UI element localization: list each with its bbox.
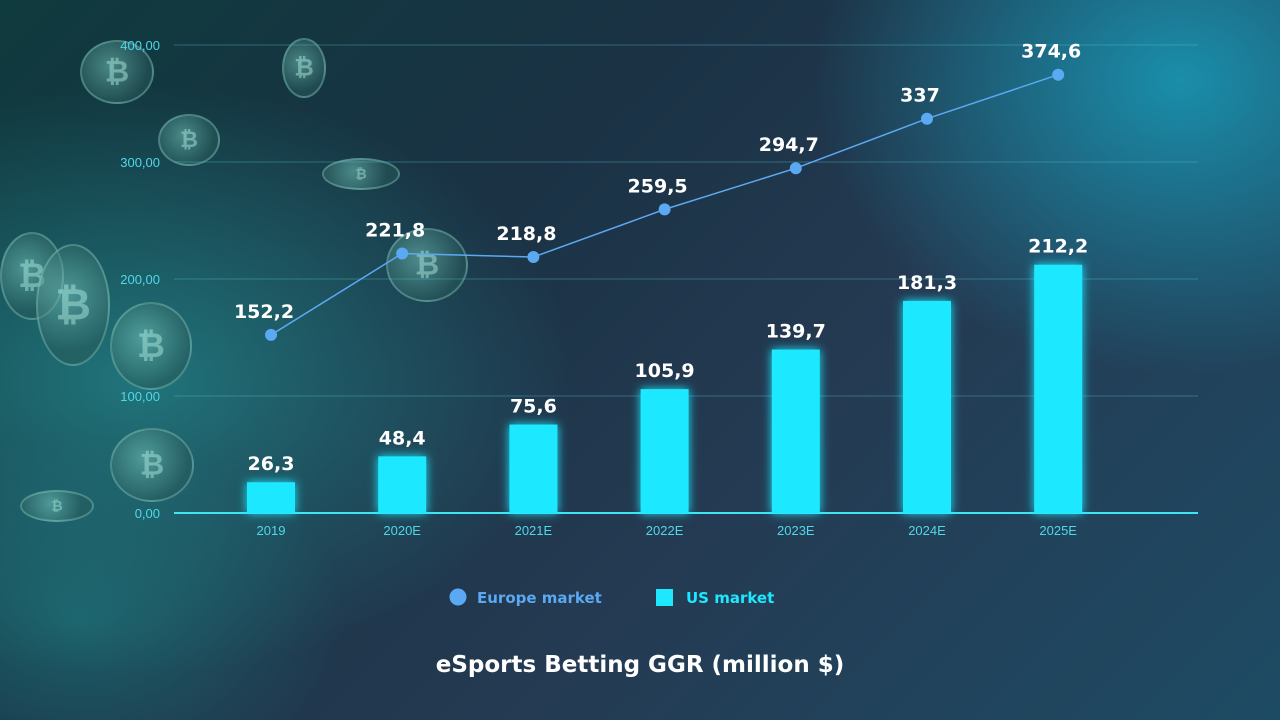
us-market-value-label: 139,7: [766, 321, 826, 343]
us-market-bar-labels: 26,3 48,4 75,6 105,9 139,7 181,3 212,2: [248, 236, 1089, 476]
y-tick-label: 200,00: [120, 272, 160, 287]
europe-market-value-label: 294,7: [759, 134, 819, 156]
us-market-value-label: 105,9: [635, 360, 695, 382]
chart-title: eSports Betting GGR (million $): [436, 652, 845, 678]
us-market-bar: [378, 456, 427, 513]
us-market-bar: [771, 349, 820, 513]
x-tick-label: 2025E: [1039, 523, 1077, 538]
coin-decoration: ₿: [110, 428, 194, 502]
legend-europe-label: Europe market: [477, 589, 602, 607]
europe-market-value-label: 259,5: [628, 175, 688, 197]
x-tick-label: 2020E: [383, 523, 421, 538]
europe-market-point: [396, 247, 409, 260]
y-tick-label: 0,00: [135, 506, 160, 521]
us-market-value-label: 48,4: [379, 427, 426, 449]
us-market-value-label: 181,3: [897, 272, 957, 294]
us-market-bar: [640, 389, 689, 513]
coin-decoration: ₿: [158, 114, 220, 166]
legend-europe-marker: [449, 588, 467, 606]
europe-market-point: [527, 251, 540, 264]
y-tick-label: 100,00: [120, 389, 160, 404]
europe-market-points: [265, 68, 1065, 341]
europe-market-value-label: 337: [900, 85, 940, 107]
us-market-bar: [903, 300, 951, 513]
us-market-bar: [509, 424, 558, 513]
europe-market-point: [265, 328, 277, 341]
us-market-bar: [247, 482, 295, 513]
europe-market-point: [1052, 68, 1065, 81]
coin-decoration: ₿: [282, 38, 326, 98]
us-market-bar: [1034, 264, 1083, 513]
x-tick-label: 2023E: [777, 523, 815, 538]
europe-market-value-label: 152,2: [234, 301, 294, 323]
x-tick-label: 2021E: [515, 523, 553, 538]
legend: Europe market US market: [449, 588, 774, 607]
coin-decoration: ₿: [110, 302, 192, 390]
europe-market-point: [658, 203, 671, 216]
gridlines: [174, 44, 1198, 397]
us-market-bars: [247, 264, 1083, 513]
us-market-value-label: 75,6: [510, 396, 557, 418]
europe-market-value-label: 221,8: [365, 219, 425, 241]
y-tick-label: 400,00: [120, 38, 160, 53]
europe-market-value-label: 374,6: [1021, 41, 1081, 63]
legend-us-marker: [656, 589, 673, 606]
y-axis-ticks: 0,00 100,00 200,00 300,00 400,00: [120, 38, 160, 521]
coin-decoration: ₿: [80, 40, 154, 104]
europe-market-point-labels: 152,2 221,8 218,8 259,5 294,7 337 374,6: [234, 41, 1081, 323]
europe-market-point: [921, 112, 933, 125]
coin-decoration: ₿: [322, 158, 400, 190]
coin-decoration: ₿: [20, 490, 94, 522]
europe-market-point: [789, 162, 802, 175]
x-tick-label: 2022E: [646, 523, 684, 538]
legend-us-label: US market: [686, 589, 774, 607]
europe-market-value-label: 218,8: [496, 223, 556, 245]
x-axis-ticks: 2019 2020E 2021E 2022E 2023E 2024E 2025E: [257, 523, 1078, 538]
x-tick-label: 2024E: [908, 523, 946, 538]
x-tick-label: 2019: [257, 523, 286, 538]
y-tick-label: 300,00: [120, 155, 160, 170]
us-market-value-label: 26,3: [248, 453, 295, 475]
us-market-value-label: 212,2: [1028, 236, 1088, 258]
coin-decoration: ₿: [36, 244, 110, 366]
